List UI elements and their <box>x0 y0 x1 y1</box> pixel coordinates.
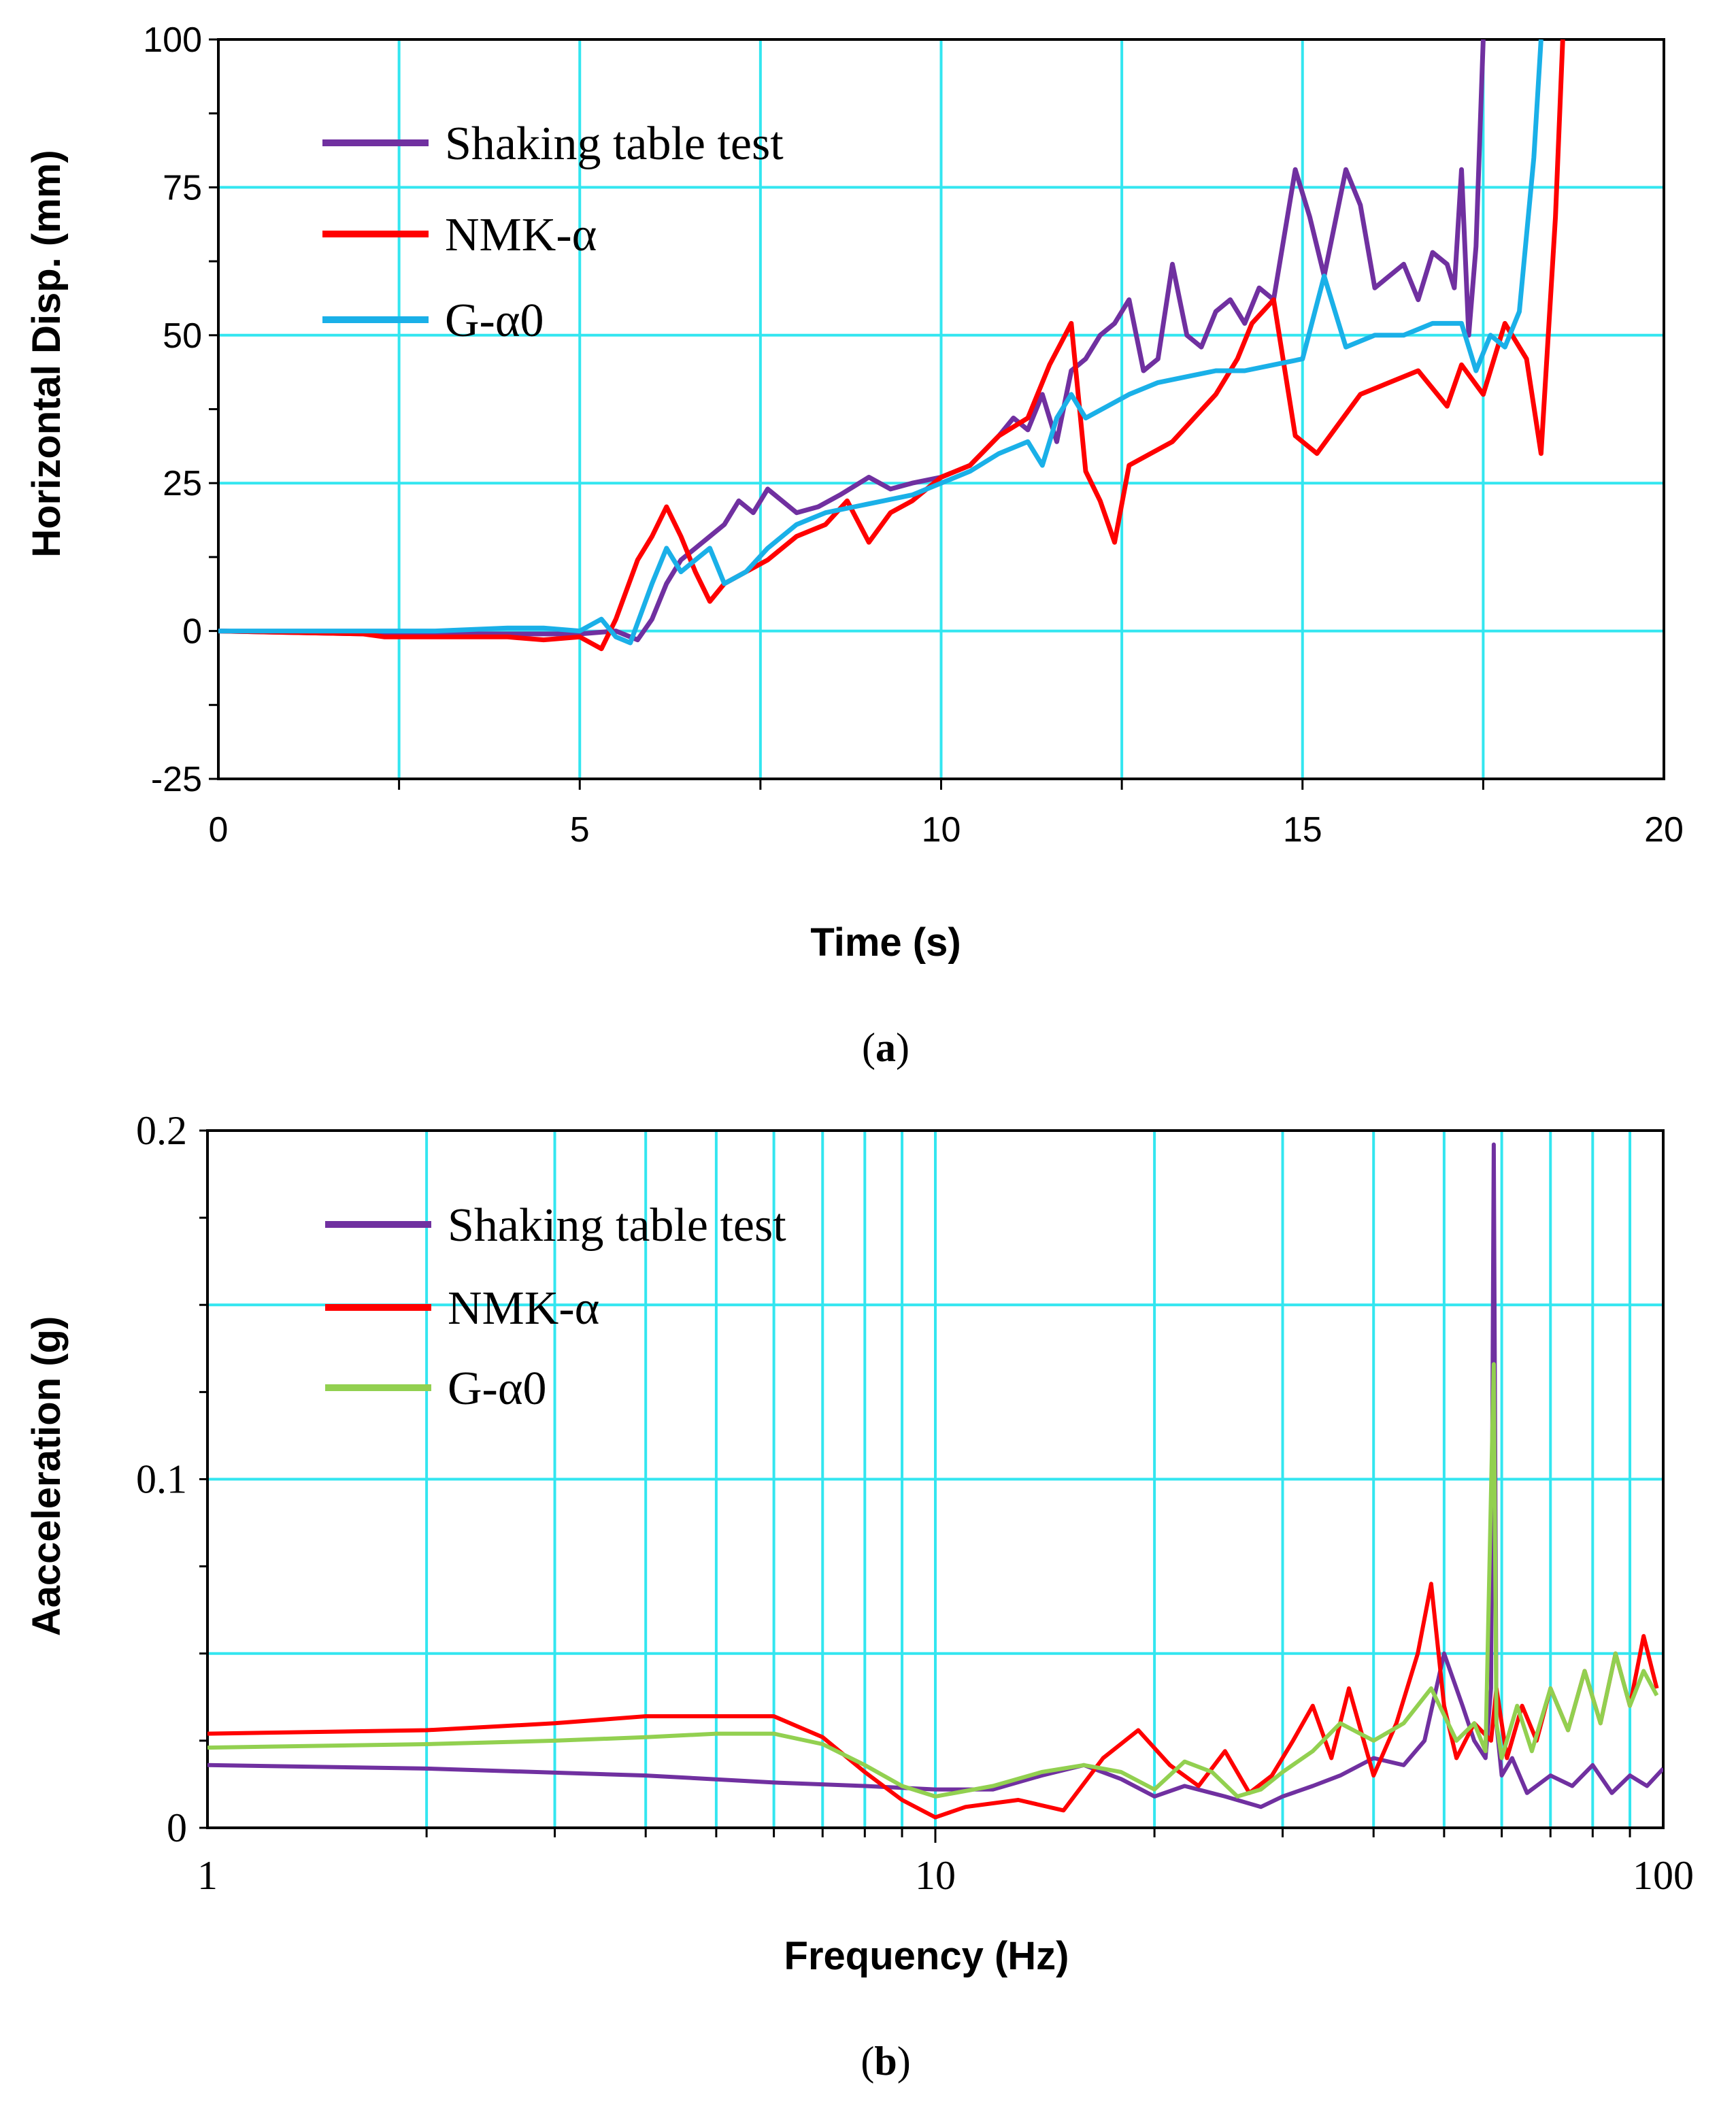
chart-b-legend: Shaking table test NMK-α G-α0 <box>325 1199 786 1415</box>
tick-label-a-x: 10 <box>922 810 961 850</box>
chart-b: 1 10 100 0 0.1 0.2 Frequency (Hz) Aaccelerati… <box>24 1108 1694 2084</box>
tick-label-b-y: 0.2 <box>136 1108 187 1153</box>
tick-label-a-x: 0 <box>209 810 229 850</box>
tick-label-a-x: 5 <box>570 810 590 850</box>
tick-label-a-y: 0 <box>182 612 202 652</box>
chart-a-ylabel: Horizontal Disp. (mm) <box>24 150 69 557</box>
series-a-g-alpha0-line <box>218 39 1543 646</box>
tick-label-b-x: 100 <box>1633 1853 1694 1898</box>
tick-label-a-y: 75 <box>163 168 202 207</box>
tick-label-a-y: -25 <box>151 760 202 799</box>
chart-a-legend: Shaking table test NMK-α G-α0 <box>322 118 784 347</box>
chart-b-tick-labels: 1 10 100 0 0.1 0.2 <box>136 1108 1694 1898</box>
legend-a-label-nmk: NMK-α <box>445 209 597 261</box>
chart-a-series <box>218 39 1565 652</box>
tick-label-b-x: 10 <box>915 1853 956 1898</box>
chart-b-grid <box>207 1131 1663 1828</box>
chart-a-caption: (a) <box>862 1025 909 1070</box>
chart-b-series <box>207 1142 1663 1820</box>
legend-b-label-g: G-α0 <box>448 1363 547 1415</box>
tick-label-a-x: 20 <box>1644 810 1684 850</box>
legend-a-label-g: G-α0 <box>445 295 544 347</box>
series-a-shaking-table-test-line <box>218 39 1486 643</box>
series-a-nmk-alpha-line <box>218 39 1565 652</box>
chart-b-ticks <box>199 1129 1631 1843</box>
series-b-g-alpha0-line <box>207 1362 1659 1799</box>
tick-label-b-y: 0 <box>167 1805 187 1850</box>
chart-b-caption: (b) <box>861 2039 910 2084</box>
chart-b-ylabel: Aacceleration (g) <box>24 1316 69 1637</box>
series-b-nmk-alpha-line <box>207 1582 1659 1820</box>
legend-b-label-shaking: Shaking table test <box>448 1199 786 1252</box>
legend-b-label-nmk: NMK-α <box>448 1282 599 1335</box>
chart-a-grid <box>218 39 1664 779</box>
legend-a-label-shaking: Shaking table test <box>445 118 784 170</box>
tick-label-a-y: 50 <box>163 316 202 356</box>
tick-label-a-x: 15 <box>1283 810 1322 850</box>
tick-label-a-y: 25 <box>163 464 202 503</box>
tick-label-a-y: 100 <box>143 20 202 60</box>
tick-label-b-y: 0.1 <box>136 1457 187 1502</box>
tick-label-b-x: 1 <box>197 1853 218 1898</box>
chart-b-xlabel: Frequency (Hz) <box>784 1934 1069 1978</box>
chart-a-ticks <box>209 38 1484 790</box>
chart-a-xlabel: Time (s) <box>810 920 961 965</box>
series-b-shaking-table-test-line <box>207 1142 1663 1809</box>
